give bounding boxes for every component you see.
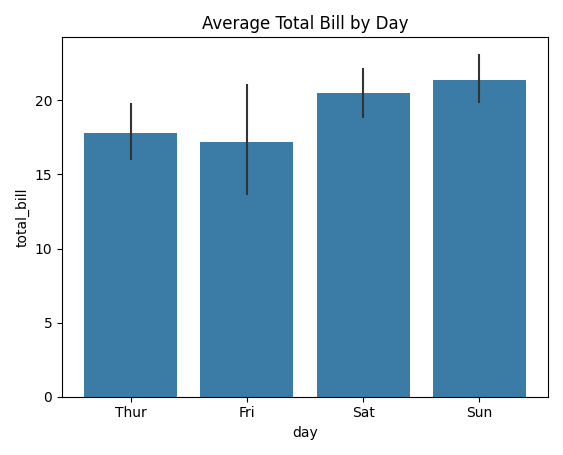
X-axis label: day: day [292,426,318,440]
Bar [200,142,293,397]
Bar [84,133,177,397]
Title: Average Total Bill by Day: Average Total Bill by Day [202,15,408,33]
Bar [433,80,526,397]
Bar [316,93,410,397]
Y-axis label: total_bill: total_bill [15,187,29,247]
